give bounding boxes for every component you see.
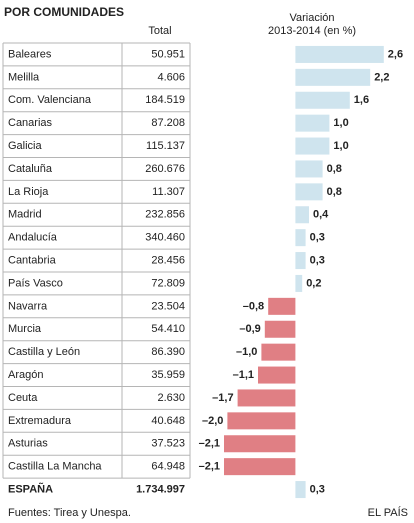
category-label: Canarias xyxy=(8,117,53,129)
category-label: ESPAÑA xyxy=(8,482,53,495)
bar xyxy=(227,412,296,430)
value-label: –2,0 xyxy=(202,415,223,427)
category-label: Extremadura xyxy=(8,415,72,427)
bar xyxy=(258,366,296,384)
value-label: 0,8 xyxy=(327,163,342,175)
total-value: 64.948 xyxy=(151,461,185,473)
category-label: País Vasco xyxy=(8,277,63,289)
bar xyxy=(295,91,350,109)
category-label: Castilla La Mancha xyxy=(8,461,102,473)
bar xyxy=(295,183,323,201)
category-label: Galicia xyxy=(8,140,43,152)
source: Fuentes: Tirea y Unespa. xyxy=(8,507,131,519)
category-label: Melilla xyxy=(8,71,40,83)
value-label: –1,7 xyxy=(212,392,233,404)
bar xyxy=(295,114,330,132)
category-label: Aragón xyxy=(8,369,43,381)
bar xyxy=(295,274,303,292)
total-value: 23.504 xyxy=(151,300,185,312)
category-label: Madrid xyxy=(8,209,42,221)
value-header: Variación xyxy=(289,12,334,24)
bar xyxy=(268,297,296,315)
value-label: 0,3 xyxy=(310,232,325,244)
chart-title: POR COMUNIDADES xyxy=(4,5,124,19)
value-label: 0,2 xyxy=(306,277,321,289)
total-value: 232.856 xyxy=(145,209,185,221)
credit: EL PAÍS xyxy=(368,506,408,519)
category-label: Cataluña xyxy=(8,163,53,175)
bar xyxy=(295,481,306,499)
category-label: La Rioja xyxy=(8,186,49,198)
value-label: –2,1 xyxy=(199,438,220,450)
bar xyxy=(237,389,296,407)
value-label: –1,1 xyxy=(233,369,254,381)
total-value: 115.137 xyxy=(146,140,185,152)
value-label: 0,8 xyxy=(327,186,342,198)
value-label: 1,0 xyxy=(333,140,348,152)
category-label: Cantabria xyxy=(8,254,57,266)
total-value: 50.951 xyxy=(151,48,185,60)
bar xyxy=(295,68,371,86)
total-value: 28.456 xyxy=(151,254,185,266)
value-label: 0,3 xyxy=(310,254,325,266)
bar xyxy=(295,45,384,63)
category-label: Navarra xyxy=(8,300,48,312)
value-label: 0,3 xyxy=(310,483,325,495)
bar xyxy=(295,252,306,270)
total-value: 54.410 xyxy=(151,323,185,335)
totals-header: Total xyxy=(148,25,171,37)
bar xyxy=(224,458,296,476)
category-label: Asturias xyxy=(8,438,48,450)
total-value: 86.390 xyxy=(151,346,185,358)
total-value: 11.307 xyxy=(152,186,185,198)
value-label: 1,0 xyxy=(333,117,348,129)
total-value: 72.809 xyxy=(151,277,185,289)
total-value: 260.676 xyxy=(145,163,185,175)
total-value: 87.208 xyxy=(151,117,185,129)
total-value: 1.734.997 xyxy=(136,483,185,495)
value-label: 0,4 xyxy=(313,209,329,221)
value-label: –1,0 xyxy=(236,346,257,358)
bar xyxy=(295,160,323,178)
category-label: Com. Valenciana xyxy=(8,94,92,106)
category-label: Murcia xyxy=(8,323,42,335)
bar xyxy=(264,320,296,338)
total-value: 4.606 xyxy=(157,71,185,83)
total-value: 37.523 xyxy=(151,438,185,450)
value-label: –0,9 xyxy=(239,323,260,335)
category-label: Andalucía xyxy=(8,232,58,244)
value-label: –0,8 xyxy=(243,300,264,312)
bar xyxy=(295,137,330,155)
total-value: 40.648 xyxy=(151,415,185,427)
category-label: Castilla y León xyxy=(8,346,80,358)
bar xyxy=(295,206,309,224)
bar xyxy=(295,229,306,247)
category-label: Baleares xyxy=(8,48,52,60)
value-label: 1,6 xyxy=(354,94,369,106)
total-value: 184.519 xyxy=(145,94,185,106)
total-value: 2.630 xyxy=(157,392,185,404)
total-value: 340.460 xyxy=(145,232,185,244)
value-label: –2,1 xyxy=(199,461,220,473)
total-value: 35.959 xyxy=(151,369,185,381)
bar xyxy=(224,435,296,453)
value-label: 2,6 xyxy=(388,48,403,60)
bar xyxy=(261,343,296,361)
value-label: 2,2 xyxy=(374,71,389,83)
category-label: Ceuta xyxy=(8,392,38,404)
value-header: 2013-2014 (en %) xyxy=(268,25,356,37)
